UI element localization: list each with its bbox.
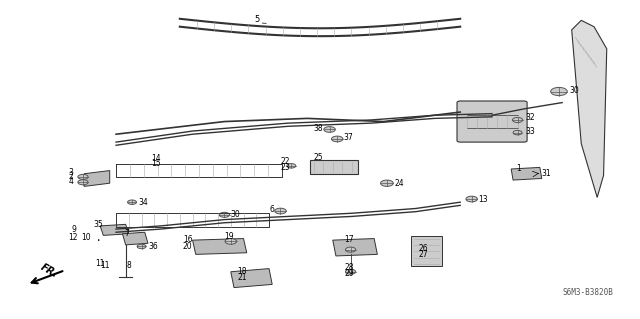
Text: 10: 10	[81, 233, 91, 242]
Polygon shape	[100, 224, 129, 235]
Text: 23: 23	[280, 163, 290, 172]
Polygon shape	[511, 167, 541, 180]
Text: 22: 22	[280, 157, 290, 166]
Polygon shape	[122, 232, 148, 245]
Text: 38: 38	[314, 124, 323, 133]
Text: 25: 25	[314, 153, 323, 162]
Text: 27: 27	[419, 250, 428, 259]
Text: 24: 24	[394, 179, 404, 188]
Text: 18: 18	[237, 267, 246, 276]
Text: 16: 16	[183, 235, 193, 244]
Text: 11: 11	[95, 259, 104, 268]
Text: 34: 34	[138, 198, 148, 207]
FancyBboxPatch shape	[310, 160, 358, 174]
Text: 8: 8	[127, 261, 132, 270]
Text: 19: 19	[225, 232, 234, 241]
Polygon shape	[572, 20, 607, 197]
Text: 36: 36	[148, 242, 157, 251]
Text: FR.: FR.	[38, 263, 59, 280]
Text: 29: 29	[344, 269, 354, 278]
Circle shape	[324, 127, 335, 132]
Text: 13: 13	[478, 195, 488, 204]
Text: 26: 26	[419, 244, 428, 253]
Text: 30: 30	[231, 210, 241, 219]
Circle shape	[287, 164, 296, 168]
Text: 5: 5	[254, 15, 259, 24]
Circle shape	[127, 200, 136, 204]
Text: 32: 32	[525, 113, 535, 122]
Circle shape	[78, 174, 88, 179]
Text: 2: 2	[68, 172, 73, 181]
Text: 33: 33	[525, 127, 535, 136]
Text: 37: 37	[344, 133, 353, 143]
Polygon shape	[333, 239, 378, 256]
Text: 12: 12	[68, 233, 78, 241]
Circle shape	[225, 239, 237, 244]
Circle shape	[137, 244, 146, 249]
Text: 4: 4	[68, 177, 73, 186]
Text: 17: 17	[344, 235, 354, 244]
Text: S6M3-B3820B: S6M3-B3820B	[563, 288, 613, 297]
Text: 20: 20	[183, 242, 193, 251]
Text: 14: 14	[151, 154, 161, 163]
FancyBboxPatch shape	[457, 101, 527, 142]
Text: 30: 30	[570, 86, 580, 95]
Text: 28: 28	[344, 263, 354, 272]
Text: $\bullet$: $\bullet$	[96, 237, 100, 242]
Polygon shape	[193, 239, 246, 254]
Text: 15: 15	[151, 160, 161, 168]
Circle shape	[220, 212, 230, 217]
Circle shape	[513, 130, 522, 135]
Text: 31: 31	[541, 169, 552, 178]
Circle shape	[346, 269, 356, 274]
Circle shape	[332, 136, 343, 142]
Text: 1: 1	[516, 164, 521, 173]
Text: 9: 9	[72, 225, 76, 234]
Circle shape	[513, 117, 523, 122]
Circle shape	[466, 196, 477, 202]
Circle shape	[550, 87, 567, 96]
Text: 3: 3	[68, 168, 73, 177]
Circle shape	[275, 208, 286, 214]
Text: 21: 21	[237, 273, 246, 282]
Circle shape	[78, 180, 88, 185]
Text: 11: 11	[100, 261, 109, 270]
Circle shape	[381, 180, 394, 186]
Text: 6: 6	[269, 205, 274, 214]
Circle shape	[346, 247, 356, 252]
Polygon shape	[231, 269, 272, 287]
Polygon shape	[84, 171, 109, 186]
Text: 35: 35	[94, 219, 104, 228]
FancyBboxPatch shape	[411, 236, 442, 266]
Text: 7: 7	[124, 229, 129, 238]
